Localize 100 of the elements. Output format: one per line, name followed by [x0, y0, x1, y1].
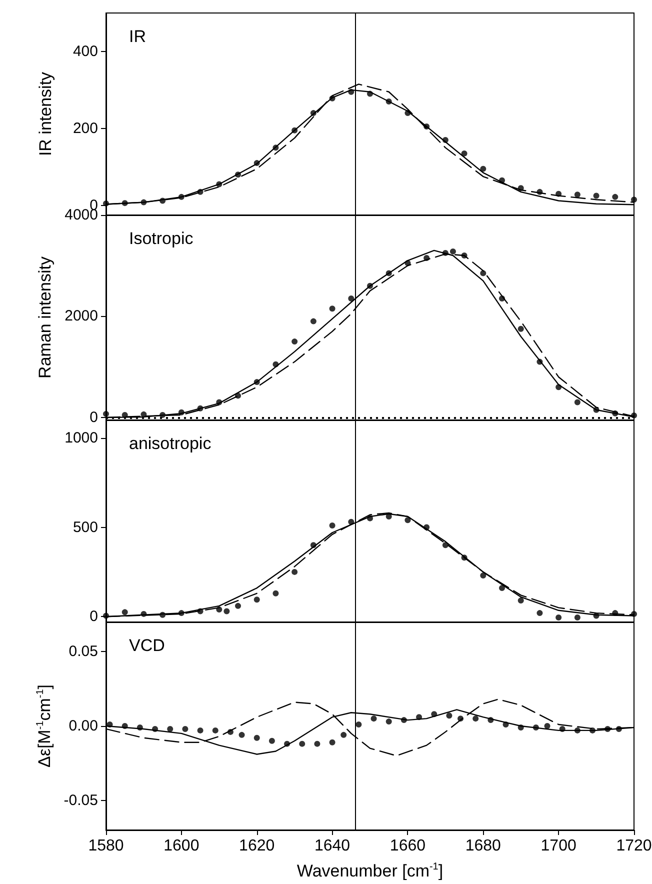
- y-tick-label: 0: [90, 608, 98, 626]
- point: [216, 399, 222, 406]
- point: [442, 250, 448, 256]
- point: [488, 717, 494, 724]
- point: [103, 410, 109, 417]
- point: [593, 406, 600, 413]
- point: [367, 515, 373, 522]
- point: [122, 723, 128, 729]
- point: [559, 726, 566, 732]
- point: [106, 722, 113, 728]
- point: [197, 727, 204, 734]
- point: [235, 172, 241, 178]
- y-axis-title: IR intensity: [36, 71, 55, 156]
- point: [178, 610, 184, 616]
- point: [235, 602, 241, 609]
- point: [284, 740, 290, 747]
- point: [178, 194, 184, 200]
- point: [216, 606, 222, 612]
- point: [272, 590, 279, 596]
- point: [442, 136, 448, 143]
- point: [556, 614, 562, 621]
- point: [442, 542, 448, 548]
- point: [424, 255, 430, 262]
- point: [612, 194, 618, 200]
- y-axis-title: Δε[M-1cm-1]: [34, 684, 54, 768]
- point: [224, 608, 230, 614]
- point: [612, 410, 618, 416]
- y-tick-label: 200: [72, 120, 98, 137]
- point: [458, 716, 464, 722]
- point: [404, 517, 411, 524]
- point: [272, 144, 279, 151]
- y-tick-label: 0.00: [68, 718, 98, 734]
- point: [160, 198, 166, 204]
- x-tick-label: 1660: [390, 838, 426, 854]
- point: [254, 379, 260, 386]
- point: [122, 609, 128, 616]
- point: [216, 181, 222, 188]
- point: [254, 160, 260, 166]
- point: [160, 412, 166, 418]
- x-tick-label: 1700: [540, 838, 576, 854]
- point: [329, 95, 336, 102]
- point: [544, 723, 550, 729]
- point: [416, 714, 422, 720]
- point: [536, 358, 543, 365]
- point: [450, 248, 456, 254]
- point: [310, 110, 316, 116]
- point: [152, 726, 158, 732]
- point: [122, 200, 128, 206]
- point: [356, 722, 362, 728]
- point: [348, 296, 354, 302]
- point: [340, 732, 347, 738]
- point: [590, 727, 596, 734]
- point: [404, 260, 411, 266]
- point: [292, 127, 298, 134]
- point: [329, 739, 336, 746]
- point: [140, 610, 147, 617]
- point: [400, 717, 407, 724]
- point: [536, 188, 543, 195]
- point: [424, 124, 430, 130]
- point: [292, 568, 298, 575]
- point: [386, 270, 392, 276]
- point: [499, 177, 505, 184]
- y-tick-label: 0: [90, 408, 98, 426]
- point: [140, 411, 147, 418]
- point: [574, 192, 580, 198]
- point: [299, 740, 306, 747]
- y-tick-label: 2000: [64, 308, 98, 325]
- y-tick-label: -0.05: [64, 792, 98, 809]
- point: [631, 196, 637, 203]
- point: [254, 734, 260, 741]
- point: [329, 306, 336, 312]
- point: [367, 282, 373, 289]
- point: [502, 722, 509, 728]
- text: IR: [129, 27, 146, 46]
- x-tick-label: 1600: [164, 838, 200, 854]
- point: [536, 610, 543, 616]
- point: [272, 361, 279, 368]
- point: [197, 608, 204, 614]
- point: [480, 270, 486, 276]
- point: [404, 110, 411, 116]
- text: anisotropic: [129, 434, 212, 453]
- point: [268, 738, 275, 744]
- point: [446, 712, 452, 719]
- point: [348, 518, 354, 525]
- point: [160, 612, 166, 618]
- point: [518, 326, 524, 332]
- point: [604, 726, 611, 732]
- point: [499, 296, 505, 302]
- y-axis-title: Raman intensity: [36, 256, 55, 378]
- point: [348, 88, 354, 95]
- point: [574, 614, 580, 621]
- text: Isotropic: [129, 229, 194, 248]
- point: [292, 338, 298, 345]
- x-tick-label: 1620: [239, 838, 275, 854]
- point: [499, 585, 505, 592]
- point: [310, 318, 316, 324]
- point: [182, 726, 188, 732]
- y-tick-label: 400: [72, 42, 98, 60]
- point: [480, 572, 486, 579]
- point: [370, 716, 377, 722]
